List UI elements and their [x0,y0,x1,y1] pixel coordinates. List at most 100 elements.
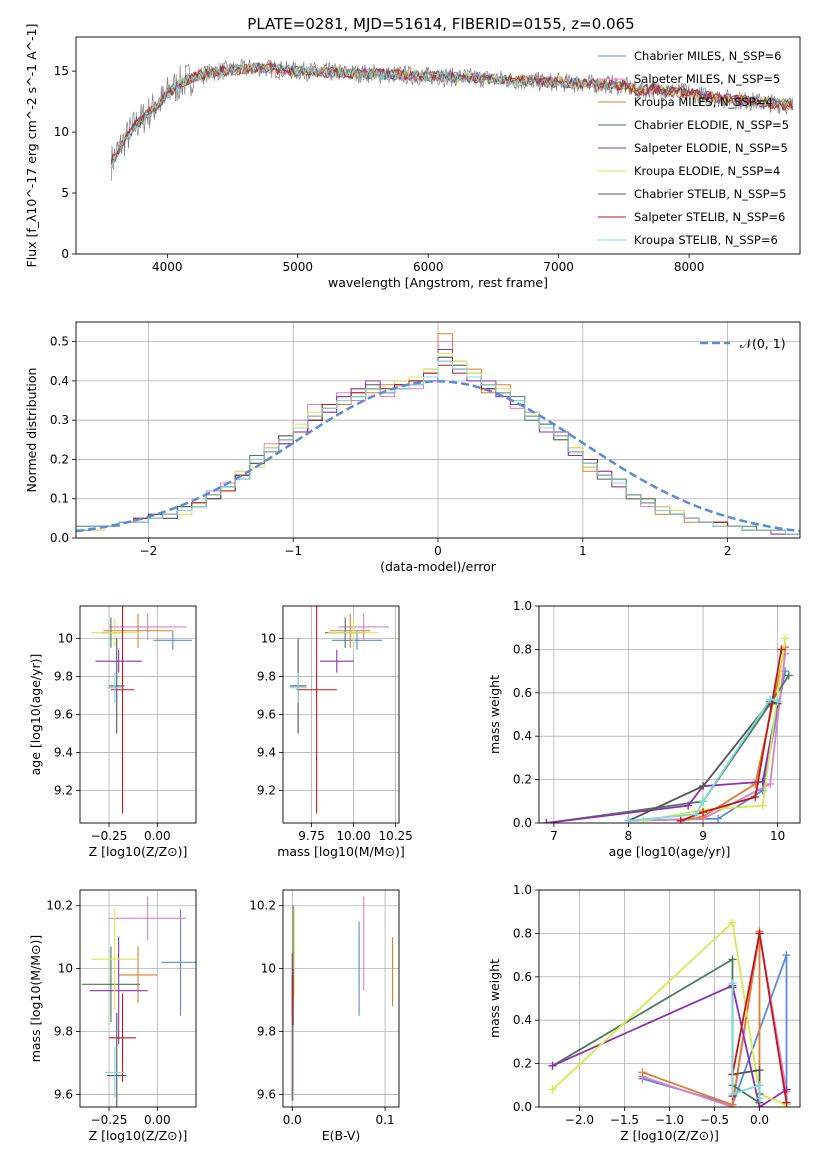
y-tick-label: 9.8 [257,669,276,683]
x-tick-label: 2 [724,544,732,558]
y-tick-label: 9.2 [54,784,73,798]
y-tick-label: 10 [261,631,276,645]
plot-area [291,896,394,1101]
y-tick-label: 0.8 [513,926,532,940]
legend-entry: Kroupa ELODIE, N_SSP=4 [634,164,780,178]
y-tick-label: 9.6 [257,708,276,722]
axes-frame [282,889,400,1108]
y-tick-label: 9.8 [257,1025,276,1039]
mass-weight-line [628,653,786,822]
panel-mass-vs-z: −0.25 0.00 9.6 9.8 10 10.2 Z [log10(Z/Z⊙)] mass… [28,889,197,1143]
y-tick-label: 10.2 [46,899,73,913]
y-tick-label: 9.4 [54,746,73,760]
panel-age-vs-mass: 9.75 10.00 10.25 9.2 9.4 9.6 9.8 10 mass [log10(… [257,605,413,859]
x-tick-label: 10 [770,829,785,843]
x-tick-label: 10.00 [336,829,370,843]
x-tick-label: 9 [699,829,707,843]
y-tick-label: 1.0 [513,599,532,613]
y-axis-label: mass weight [487,959,502,1038]
x-tick-label: 5000 [282,260,313,274]
plot-area [289,606,389,814]
y-tick-label: 15 [54,64,69,78]
y-tick-label: 0.0 [50,531,69,545]
mass-weight-line [680,649,783,822]
y-tick-label: 5 [61,186,69,200]
x-tick-label: −0.5 [700,1113,729,1127]
panel-massweight-vs-age: 7 8 9 10 0.0 0.2 0.4 0.6 0.8 1.0 age [log10(age/yr… [487,599,801,859]
y-tick-label: 0.2 [513,773,532,787]
grid-lines [283,890,399,1107]
x-tick-label: 4000 [152,260,183,274]
y-axis-label: mass [log10(M/M⊙)] [28,935,43,1063]
axes-frame [538,605,801,824]
x-tick-label: 0.00 [144,829,171,843]
x-axis-label: age [log10(age/yr)] [609,844,731,859]
y-tick-label: 10.2 [249,899,276,913]
mass-weight-line [628,700,778,822]
y-tick-label: 0 [61,247,69,261]
grid-lines [539,889,800,1108]
plot-area [110,58,794,181]
panel-spectrum: 4000 5000 6000 7000 8000 0 5 10 15 wavelength [An… [24,24,801,290]
y-tick-label: 10 [58,962,73,976]
x-tick-label: 8 [625,829,633,843]
y-tick-label: 10 [261,962,276,976]
plot-area [91,606,193,814]
y-tick-label: 9.8 [54,669,73,683]
x-tick-label: −1.0 [655,1113,684,1127]
x-tick-label: −1 [284,544,302,558]
axes-frame [79,605,197,824]
mass-weight-line [642,931,761,1107]
mass-weight-line [552,984,787,1107]
plot-area [81,896,196,1107]
x-tick-label: −0.25 [91,1113,128,1127]
figure-title: PLATE=0281, MJD=51614, FIBERID=0155, z=0… [247,15,634,33]
panel-residual-hist: −2 −1 0 1 2 0.0 0.1 0.2 0.3 0.4 0.5 (data-model)/er… [24,321,801,574]
x-tick-label: 0.1 [376,1113,395,1127]
legend-entry: Chabrier STELIB, N_SSP=5 [634,187,786,201]
y-axis-label: Flux [f_λ10^-17 erg cm^-2 s^-1 A^-1] [24,24,39,268]
x-tick-label: 8000 [674,260,705,274]
y-tick-label: 10 [58,631,73,645]
mass-weight-line [546,674,790,823]
x-axis-label: Z [log10(Z/Z⊙)] [89,844,188,859]
x-tick-label: −0.25 [91,829,128,843]
y-tick-label: 1.0 [513,883,532,897]
y-tick-label: 9.2 [257,784,276,798]
y-tick-label: 0.4 [513,729,532,743]
y-tick-label: 0.2 [513,1057,532,1071]
mass-weight-line [731,983,761,1099]
x-tick-label: 0.0 [283,1113,302,1127]
panel-mass-vs-ebv: 0.0 0.1 9.6 9.8 10 10.2 E(B-V) [249,889,400,1143]
legend-entry: 𝒩(0, 1) [740,336,786,351]
y-tick-label: 0.0 [513,1100,532,1114]
x-tick-label: −2 [140,544,158,558]
mass-weight-line [643,638,786,822]
axes-frame [538,889,801,1108]
legend: Chabrier MILES, N_SSP=6 Salpeter MILES, N… [598,49,789,247]
legend-entry: Kroupa STELIB, N_SSP=6 [634,233,778,247]
x-axis-label: (data-model)/error [380,559,497,574]
y-tick-label: 9.4 [257,746,276,760]
legend-entry: Chabrier ELODIE, N_SSP=5 [634,118,789,132]
x-tick-label: 9.75 [298,829,325,843]
y-tick-label: 0.6 [513,970,532,984]
legend-entry: Salpeter ELODIE, N_SSP=5 [634,141,788,155]
axes-frame [79,889,197,1108]
y-tick-label: 9.6 [54,1087,73,1101]
legend-entry: Chabrier MILES, N_SSP=6 [634,49,781,63]
y-axis-label: mass weight [487,675,502,754]
gaussian-curve [76,380,800,533]
y-tick-label: 0.5 [50,335,69,349]
panel-age-vs-z: −0.25 0.00 9.2 9.4 9.6 9.8 10 Z [log10(Z/Z⊙)] ag… [28,605,197,859]
y-tick-label: 10 [54,125,69,139]
y-axis-label: Normed distribution [24,368,39,493]
legend-entry: Salpeter STELIB, N_SSP=6 [634,210,785,224]
plot-area [76,333,800,535]
y-tick-label: 0.0 [513,816,532,830]
y-tick-label: 0.2 [50,452,69,466]
plot-area [542,634,793,823]
y-axis-label: age [log10(age/yr)] [28,654,43,776]
